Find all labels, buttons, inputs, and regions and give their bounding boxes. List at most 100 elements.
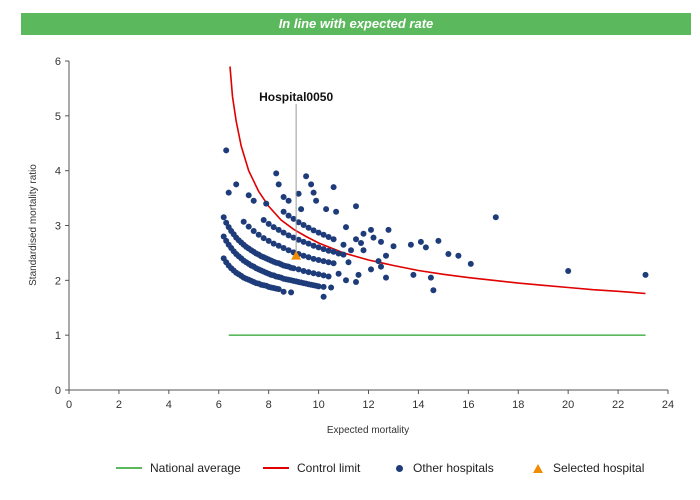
- hospital-point: [280, 245, 287, 251]
- hospital-point: [273, 170, 280, 177]
- hospital-point: [345, 259, 352, 266]
- hospital-point: [298, 206, 305, 213]
- hospital-point: [300, 222, 307, 228]
- selected-hospital-point: [291, 250, 302, 260]
- x-tick-label: 10: [312, 399, 324, 411]
- hospital-point: [295, 219, 302, 226]
- hospital-point: [323, 206, 330, 213]
- hospital-point: [305, 254, 312, 261]
- hospital-point: [260, 217, 267, 223]
- hospital-point: [325, 234, 332, 240]
- hospital-point: [368, 266, 374, 273]
- legend-swatch-other-hospitals: [396, 464, 403, 472]
- legend-swatch-national-average: [116, 467, 142, 469]
- hospital-point: [315, 244, 322, 251]
- hospital-point: [295, 266, 302, 273]
- hospital-point: [467, 260, 474, 267]
- hospital-point: [310, 255, 317, 262]
- x-tick-label: 4: [166, 399, 172, 411]
- y-axis-label: Standardised mortality ratio: [28, 164, 39, 286]
- hospital-point: [340, 241, 347, 248]
- x-tick-label: 24: [662, 399, 674, 411]
- status-banner: In line with expected rate: [21, 13, 691, 35]
- x-tick-label: 8: [266, 399, 272, 411]
- x-tick-label: 0: [66, 399, 72, 411]
- hospital-point: [383, 274, 389, 281]
- y-tick-label: 0: [55, 385, 61, 397]
- hospital-point: [308, 181, 315, 188]
- hospital-point: [335, 270, 342, 277]
- selected-hospital-series: Hospital0050: [259, 90, 333, 260]
- hospital-point: [250, 228, 257, 234]
- hospital-point: [275, 226, 282, 233]
- hospital-point: [305, 240, 312, 247]
- hospital-point: [300, 268, 307, 274]
- hospital-point: [435, 237, 442, 244]
- other-hospitals-series: [220, 147, 649, 300]
- hospital-point: [340, 251, 347, 258]
- hospital-point: [280, 288, 287, 295]
- control-limit-curve: [229, 66, 646, 295]
- hospital-point: [455, 252, 462, 259]
- hospital-point: [360, 247, 367, 254]
- y-tick-label: 5: [55, 111, 61, 123]
- legend-item-national-average: National average: [116, 458, 241, 478]
- hospital-point: [422, 244, 429, 251]
- hospital-point: [263, 200, 270, 207]
- hospital-point: [330, 248, 337, 255]
- hospital-point: [220, 214, 227, 221]
- y-tick-label: 4: [55, 166, 61, 178]
- hospital-point: [360, 230, 367, 237]
- hospital-point: [330, 260, 337, 267]
- hospital-point: [385, 226, 392, 233]
- hospital-point: [355, 271, 362, 278]
- hospital-point: [290, 265, 297, 272]
- hospital-point: [315, 283, 322, 290]
- y-tick-label: 6: [55, 56, 61, 68]
- hospital-point: [315, 229, 322, 236]
- selected-hospital-label: Hospital0050: [259, 90, 333, 104]
- control-limit-series: [229, 66, 646, 295]
- hospital-point: [427, 274, 434, 281]
- hospital-point: [285, 212, 292, 219]
- hospital-point: [353, 279, 359, 285]
- hospital-point: [430, 287, 437, 294]
- hospital-point: [250, 197, 257, 204]
- hospital-point: [330, 184, 337, 191]
- hospital-point: [275, 242, 282, 249]
- hospital-point: [313, 197, 320, 204]
- legend-label: Control limit: [297, 461, 361, 475]
- hospital-point: [290, 215, 297, 222]
- legend-label: Selected hospital: [553, 461, 645, 475]
- hospital-point: [310, 242, 317, 249]
- hospital-point: [383, 252, 389, 259]
- hospital-point: [288, 289, 295, 296]
- hospital-point: [310, 270, 317, 277]
- x-tick-label: 22: [612, 399, 624, 411]
- hospital-point: [378, 238, 384, 245]
- hospital-point: [305, 224, 312, 231]
- hospital-point: [275, 181, 282, 188]
- hospital-point: [245, 223, 252, 230]
- hospital-point: [290, 234, 297, 241]
- hospital-point: [358, 240, 364, 246]
- hospital-point: [310, 189, 317, 196]
- y-tick-label: 1: [55, 330, 61, 342]
- hospital-point: [300, 238, 307, 245]
- hospital-point: [390, 243, 397, 250]
- hospital-point: [265, 237, 272, 244]
- x-tick-label: 16: [462, 399, 474, 411]
- legend-item-selected-hospital: Selected hospital: [533, 458, 644, 478]
- hospital-point: [325, 247, 332, 254]
- hospital-point: [280, 229, 287, 236]
- hospital-point: [275, 286, 282, 293]
- hospital-point: [280, 208, 287, 215]
- hospital-point: [378, 263, 384, 270]
- hospital-point: [410, 271, 417, 278]
- hospital-point: [310, 227, 317, 234]
- hospital-point: [295, 190, 302, 197]
- hospital-point: [223, 147, 230, 154]
- hospital-point: [353, 236, 359, 243]
- hospital-point: [353, 203, 359, 210]
- hospital-point: [320, 258, 327, 265]
